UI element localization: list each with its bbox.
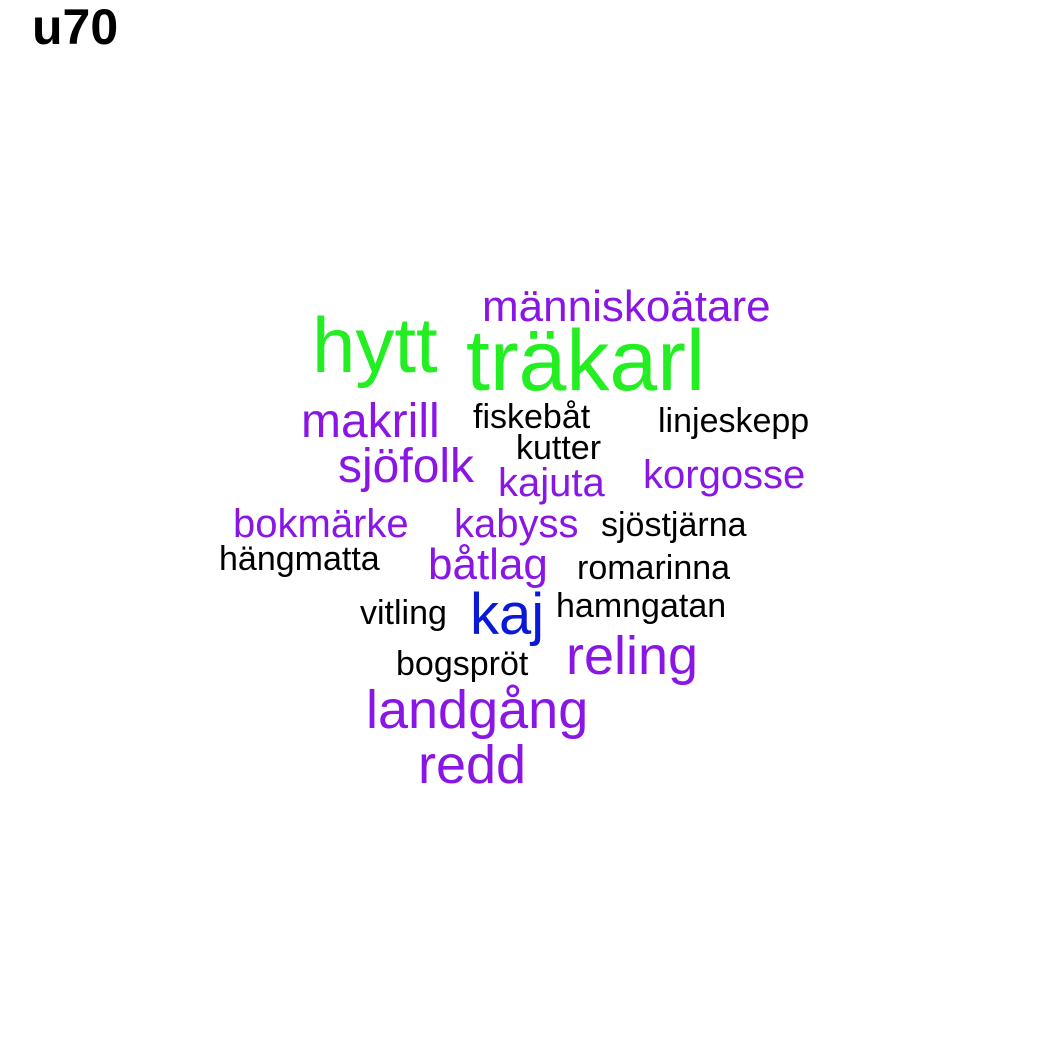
- word-bogsprot: bogspröt: [396, 645, 529, 683]
- word-hytt: hytt: [312, 301, 438, 389]
- word-landgang: landgång: [366, 680, 589, 740]
- word-vitling: vitling: [360, 594, 447, 632]
- word-makrill: makrill: [301, 395, 440, 448]
- word-romarinna: romarinna: [577, 549, 731, 587]
- word-manniskoatare: människoätare: [482, 282, 771, 331]
- word-linjeskepp: linjeskepp: [658, 402, 810, 440]
- word-bokmarke: bokmärke: [233, 502, 409, 546]
- word-kaj: kaj: [470, 582, 545, 647]
- word-kajuta: kajuta: [498, 461, 605, 505]
- page-title: u70: [32, 0, 119, 55]
- word-hamngatan: hamngatan: [556, 587, 727, 625]
- word-fiskebat: fiskebåt: [473, 398, 591, 436]
- word-kabyss: kabyss: [454, 502, 579, 546]
- word-korgosse: korgosse: [643, 453, 806, 497]
- word-hangmatta: hängmatta: [219, 540, 380, 578]
- word-kutter: kutter: [516, 429, 602, 467]
- word-sjostjarna: sjöstjärna: [601, 506, 747, 544]
- word-sjofolk: sjöfolk: [338, 440, 475, 493]
- word-batlag: båtlag: [428, 540, 548, 589]
- word-redd: redd: [418, 735, 527, 795]
- word-trakarl: träkarl: [466, 313, 705, 409]
- word-reling: reling: [566, 626, 699, 686]
